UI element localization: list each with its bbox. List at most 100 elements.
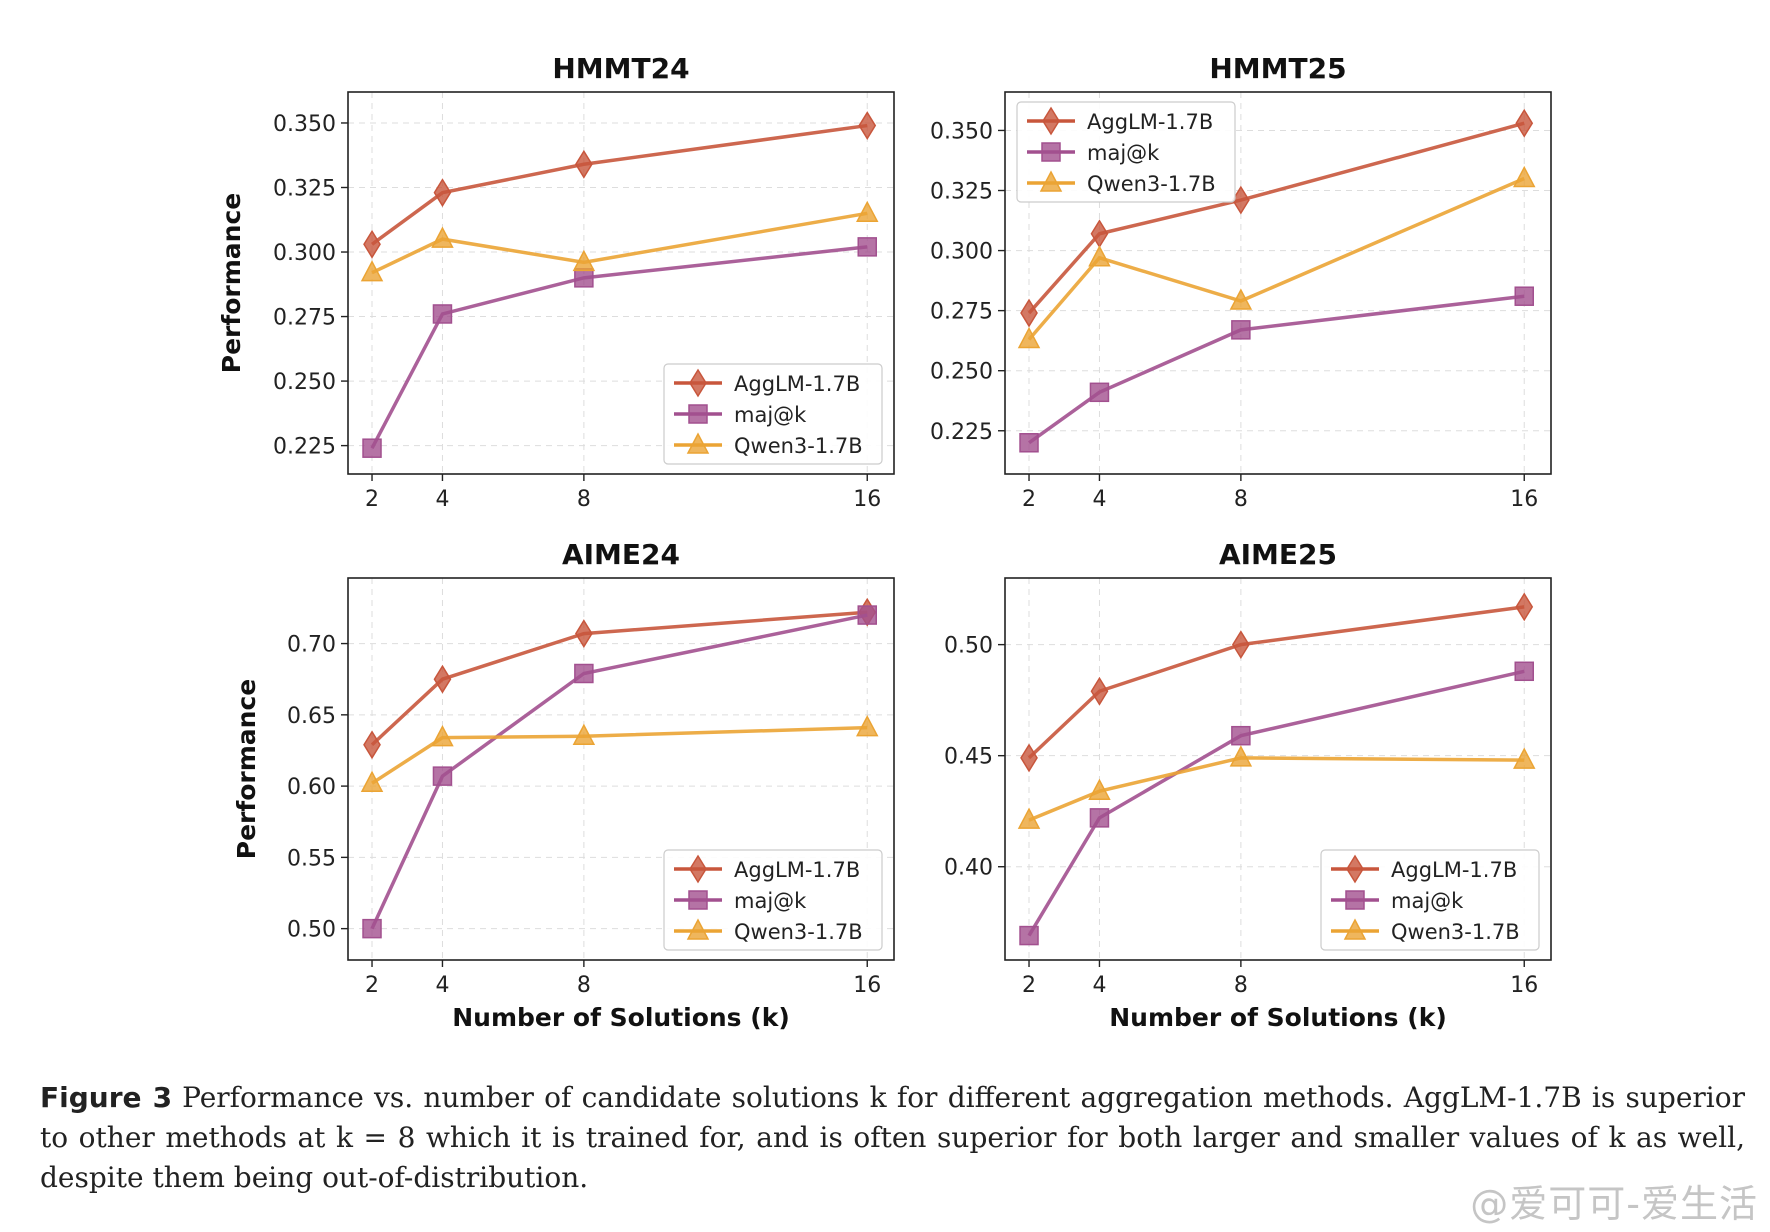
y-tick-label: 0.55 <box>287 846 336 871</box>
data-point <box>1019 925 1039 946</box>
chart-panel-3: AIME24 0.50 0.55 0.60 0.65 0.70 2 4 8 16 Performan… <box>232 538 895 1032</box>
data-point <box>363 730 381 760</box>
data-point <box>362 918 382 939</box>
figure-caption: Figure 3 Performance vs. number of candid… <box>40 1078 1745 1198</box>
y-tick-label: 0.350 <box>930 119 993 144</box>
y-tick-label: 0.275 <box>930 300 993 325</box>
legend: AggLM-1.7B maj@k Qwen3-1.7B <box>1320 849 1540 951</box>
data-point <box>857 237 877 257</box>
legend-marker <box>686 918 710 940</box>
x-tick-label: 8 <box>1234 487 1248 512</box>
legend-label: AggLM-1.7B <box>1391 858 1517 882</box>
y-axis-label: Performance <box>217 193 246 373</box>
y-tick-label: 0.250 <box>930 360 993 385</box>
data-point <box>574 268 594 288</box>
x-tick-label: 2 <box>365 973 379 998</box>
data-point <box>1089 808 1110 828</box>
data-point <box>1090 676 1109 706</box>
data-point <box>360 260 384 282</box>
x-axis-label: Number of Solutions (k) <box>452 1003 790 1032</box>
y-tick-label: 0.300 <box>930 240 993 265</box>
data-point <box>363 229 381 259</box>
series-qwen3-1-7b <box>360 715 879 793</box>
legend-marker <box>1041 142 1061 162</box>
x-tick-label: 4 <box>435 487 449 512</box>
x-tick-label: 16 <box>853 487 881 512</box>
data-point <box>1229 288 1253 310</box>
legend-label: Qwen3-1.7B <box>734 434 863 458</box>
legend-marker <box>686 432 710 454</box>
watermark: @爱可可-爱生活 <box>1470 1182 1758 1226</box>
y-tick-label: 0.45 <box>944 745 993 770</box>
chart-title: AIME24 <box>562 538 680 571</box>
x-tick-label: 4 <box>1092 487 1106 512</box>
data-point <box>1513 747 1536 769</box>
series-line <box>371 725 868 785</box>
data-point <box>1020 743 1038 773</box>
legend-marker <box>1039 170 1063 192</box>
x-tick-label: 16 <box>1510 973 1538 998</box>
data-point <box>1231 725 1251 746</box>
chart-panel-1: HMMT24 0.225 0.250 0.275 0.300 0.325 0.350 2 4 8 1… <box>217 52 895 512</box>
legend-marker <box>688 404 708 424</box>
chart-title: HMMT25 <box>1209 52 1346 85</box>
series-line <box>1027 176 1525 341</box>
legend: AggLM-1.7B maj@k Qwen3-1.7B <box>663 849 883 951</box>
data-point <box>856 200 879 223</box>
data-point <box>1515 592 1534 622</box>
legend-marker <box>1345 890 1365 910</box>
x-tick-label: 2 <box>1022 973 1036 998</box>
x-tick-label: 16 <box>853 973 881 998</box>
data-point <box>1514 286 1534 306</box>
legend-label: Qwen3-1.7B <box>1391 920 1520 944</box>
data-point <box>574 149 593 179</box>
data-point <box>1515 108 1534 138</box>
series-line <box>1027 121 1525 315</box>
data-point <box>1088 245 1111 267</box>
legend-label: AggLM-1.7B <box>734 372 860 396</box>
legend-box <box>663 849 883 951</box>
legend-box <box>663 363 883 465</box>
plot-frame <box>347 577 895 961</box>
plot-frame <box>1004 91 1552 475</box>
x-tick-label: 8 <box>577 487 591 512</box>
data-point <box>432 766 453 786</box>
series-line <box>1027 605 1525 760</box>
y-axis-label: Performance <box>232 679 261 859</box>
series-line <box>1028 294 1525 445</box>
y-tick-label: 0.50 <box>287 918 336 943</box>
legend-marker <box>688 890 708 910</box>
legend-label: maj@k <box>734 889 807 913</box>
legend-label: maj@k <box>734 403 807 427</box>
chart-panel-4: AIME25 0.40 0.45 0.50 2 4 8 16 Number of Solutio… <box>944 538 1552 1032</box>
y-tick-label: 0.275 <box>273 306 336 331</box>
y-tick-label: 0.50 <box>944 634 993 659</box>
series-qwen3-1-7b <box>360 200 879 282</box>
plot-frame <box>1004 577 1552 961</box>
y-tick-label: 0.60 <box>287 775 336 800</box>
series-maj-k <box>362 605 877 939</box>
data-point <box>1090 219 1109 249</box>
y-tick-label: 0.325 <box>273 177 336 202</box>
data-point <box>858 111 877 140</box>
chart-title: AIME25 <box>1219 538 1337 571</box>
x-tick-label: 4 <box>435 973 449 998</box>
legend-marker <box>1343 918 1367 940</box>
series-line <box>370 123 868 246</box>
legend-label: AggLM-1.7B <box>1087 110 1213 134</box>
chart-panel-2: HMMT25 0.225 0.250 0.275 0.300 0.325 0.350 2 4 8 1… <box>930 52 1552 512</box>
data-point <box>572 723 596 745</box>
legend-marker <box>689 368 707 398</box>
series-line <box>370 245 868 450</box>
data-point <box>574 663 594 684</box>
series-qwen3-1-7b <box>1017 165 1536 349</box>
legend-label: Qwen3-1.7B <box>734 920 863 944</box>
series-line <box>1027 669 1525 937</box>
series-line <box>1028 756 1525 822</box>
legend: AggLM-1.7B maj@k Qwen3-1.7B <box>663 363 883 465</box>
y-tick-label: 0.250 <box>273 370 336 395</box>
y-tick-label: 0.225 <box>930 420 993 445</box>
x-tick-label: 4 <box>1092 973 1106 998</box>
legend-box <box>1016 101 1236 203</box>
